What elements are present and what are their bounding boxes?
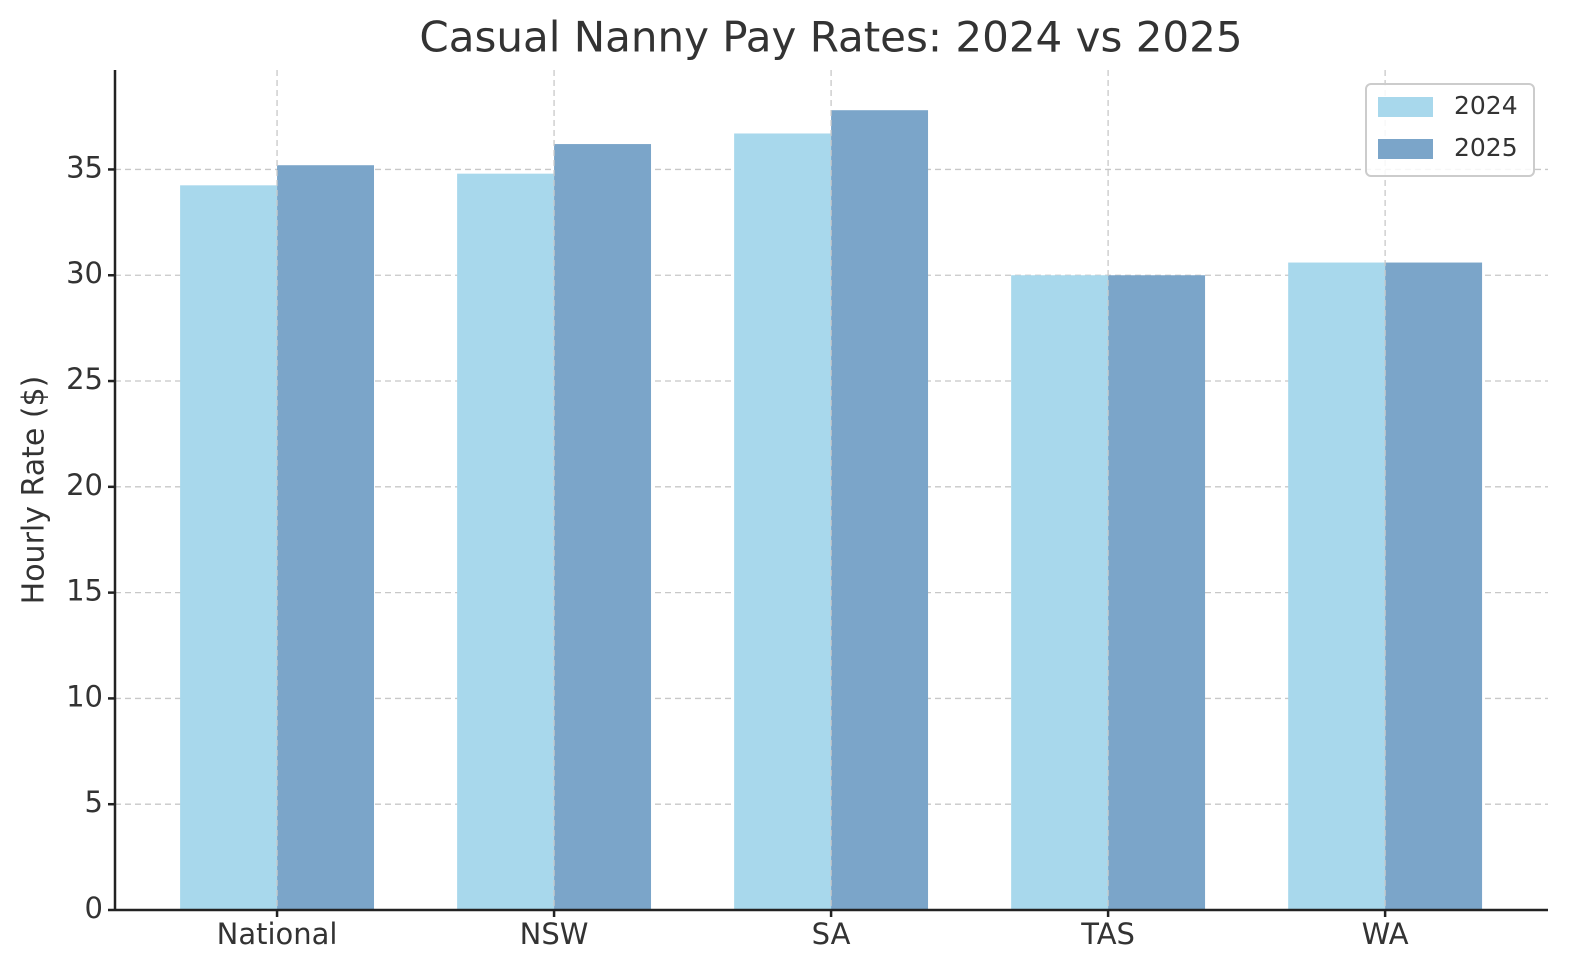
y-tick-label: 10 xyxy=(66,679,103,713)
x-tick-label: SA xyxy=(812,917,851,951)
bar xyxy=(554,144,652,910)
y-tick-label: 35 xyxy=(66,150,103,184)
y-tick-label: 15 xyxy=(66,574,103,608)
chart-title: Casual Nanny Pay Rates: 2024 vs 2025 xyxy=(419,13,1242,62)
legend-label: 2024 xyxy=(1454,91,1518,120)
x-tick-label: WA xyxy=(1362,917,1409,951)
y-tick-label: 30 xyxy=(66,256,103,290)
bar xyxy=(1385,262,1483,910)
y-tick-label: 25 xyxy=(66,362,103,396)
legend-swatch xyxy=(1378,139,1433,159)
x-tick-label: TAS xyxy=(1080,917,1135,951)
bar xyxy=(734,133,832,910)
bar xyxy=(1288,262,1386,910)
y-tick-label: 0 xyxy=(85,891,103,925)
bar xyxy=(180,185,278,910)
y-axis-label: Hourly Rate ($) xyxy=(17,376,52,605)
x-tick-label: National xyxy=(217,917,338,951)
bar xyxy=(277,165,375,910)
y-tick-label: 20 xyxy=(66,468,103,502)
x-tick-label: NSW xyxy=(520,917,589,951)
legend-label: 2025 xyxy=(1454,133,1518,162)
bar xyxy=(1108,275,1206,911)
legend-swatch xyxy=(1378,97,1433,117)
bar xyxy=(457,173,555,910)
bar xyxy=(1011,275,1109,911)
bar xyxy=(831,110,929,910)
y-tick-label: 5 xyxy=(85,785,103,819)
